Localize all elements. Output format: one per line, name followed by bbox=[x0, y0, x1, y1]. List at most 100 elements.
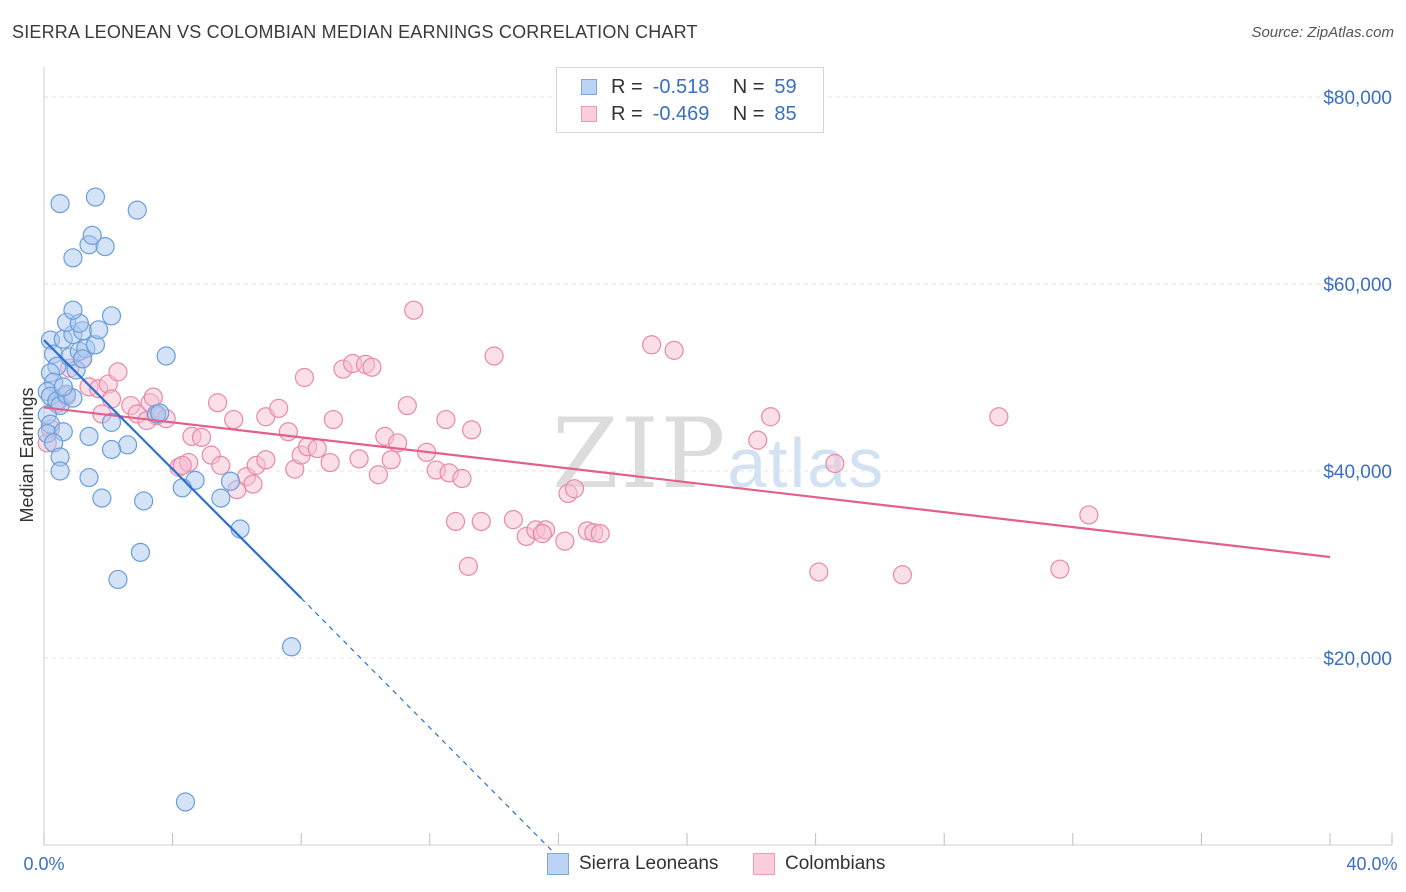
sierra-leonean-point bbox=[101, 412, 122, 432]
source-label: Source: ZipAtlas.com bbox=[1251, 24, 1394, 41]
colombian-point bbox=[760, 407, 781, 427]
sierra-leonean-point bbox=[230, 519, 250, 539]
colombian-point bbox=[809, 562, 829, 582]
colombian-point bbox=[1050, 559, 1070, 579]
sierra-leonean-point bbox=[108, 569, 128, 590]
colombian-point bbox=[208, 393, 228, 413]
sierra-leonean-point bbox=[63, 300, 83, 320]
sierra-leonean-point bbox=[134, 491, 154, 511]
sierra-leonean-point bbox=[150, 403, 170, 423]
legend-n-label: N = bbox=[732, 75, 765, 98]
grid-lines bbox=[44, 96, 1392, 659]
trend-lines bbox=[43, 339, 1331, 858]
colombian-point bbox=[452, 468, 472, 489]
x-tick-label: 40.0% bbox=[1346, 854, 1397, 874]
x-tick-label: 0.0% bbox=[23, 854, 64, 874]
sierra-leonean-point bbox=[79, 467, 99, 488]
legend-r-label: R = bbox=[611, 102, 643, 125]
sierra-leonean-point bbox=[101, 439, 122, 460]
y-axis-title: Median Earnings bbox=[17, 387, 37, 522]
colombian-point bbox=[461, 420, 482, 440]
sierra-leonean-point bbox=[156, 346, 176, 366]
sierra-leonean-point bbox=[130, 542, 151, 562]
colombian-point bbox=[381, 450, 401, 470]
colombian-point bbox=[108, 362, 128, 382]
sierra-leonean-point bbox=[101, 306, 122, 326]
colombian-point bbox=[532, 524, 552, 544]
legend-swatch-pink bbox=[581, 106, 597, 122]
y-tick-label: $40,000 bbox=[1323, 462, 1392, 483]
legend-row-sierra-leoneans: R = -0.518 N = 59 bbox=[581, 75, 797, 99]
axes bbox=[43, 67, 1393, 846]
colombian-point bbox=[642, 335, 662, 355]
colombian-point bbox=[503, 510, 523, 530]
colombian-point bbox=[555, 531, 575, 551]
colombian-point bbox=[445, 511, 466, 532]
colombian-point bbox=[397, 395, 417, 416]
legend-row-colombians: R = -0.469 N = 85 bbox=[581, 102, 797, 126]
colombian-point bbox=[892, 565, 913, 585]
correlation-legend: R = -0.518 N = 59 R = -0.469 N = 85 bbox=[556, 67, 824, 133]
legend-swatch-blue bbox=[581, 79, 597, 95]
sierra-leonean-point bbox=[172, 478, 192, 498]
colombian-point bbox=[664, 340, 684, 360]
colombian-point bbox=[1079, 505, 1099, 525]
colombian-point bbox=[590, 524, 610, 544]
colombian-point bbox=[172, 455, 192, 475]
sierra-leonean-point bbox=[50, 193, 70, 214]
bottom-legend-swatch-pink bbox=[753, 853, 775, 875]
colombian-point bbox=[211, 455, 231, 475]
y-tick-label: $20,000 bbox=[1323, 649, 1392, 670]
colombians-points bbox=[37, 300, 1099, 585]
sierra-leonean-point bbox=[82, 225, 102, 245]
legend-n-value: 85 bbox=[774, 102, 797, 125]
colombians-trend-line bbox=[43, 406, 1331, 559]
colombian-point bbox=[224, 409, 244, 430]
legend-r-label: R = bbox=[611, 75, 643, 98]
sierra-leonean-point bbox=[92, 488, 112, 508]
colombian-point bbox=[825, 453, 845, 474]
colombian-point bbox=[748, 430, 768, 450]
bottom-legend-label: Sierra Leoneans bbox=[579, 853, 719, 874]
colombian-point bbox=[269, 398, 289, 418]
sierra-leoneans-trend-extension bbox=[300, 597, 559, 858]
y-tick-label: $80,000 bbox=[1323, 88, 1392, 109]
colombian-point bbox=[458, 556, 478, 576]
sierra-leonean-point bbox=[72, 349, 93, 369]
legend-r-value: -0.518 bbox=[652, 75, 710, 98]
colombian-point bbox=[256, 450, 276, 470]
bottom-legend-label: Colombians bbox=[785, 853, 886, 874]
colombian-point bbox=[989, 407, 1009, 427]
chart-title: SIERRA LEONEAN VS COLOMBIAN MEDIAN EARNI… bbox=[12, 22, 698, 42]
y-tick-label: $60,000 bbox=[1323, 275, 1392, 296]
bottom-legend-colombians: Colombians bbox=[753, 852, 885, 876]
colombian-point bbox=[243, 474, 263, 494]
colombian-point bbox=[564, 479, 585, 499]
sierra-leonean-point bbox=[50, 461, 70, 481]
bottom-legend-swatch-blue bbox=[547, 853, 569, 875]
sierra-leonean-point bbox=[175, 792, 196, 812]
sierra-leonean-point bbox=[211, 488, 231, 508]
sierra-leonean-point bbox=[63, 248, 83, 268]
bottom-legend-sierra-leoneans: Sierra Leoneans bbox=[547, 852, 718, 876]
legend-r-value: -0.469 bbox=[652, 102, 710, 125]
colombian-point bbox=[191, 427, 212, 447]
colombian-point bbox=[349, 449, 369, 469]
sierra-leonean-point bbox=[85, 187, 106, 207]
sierra-leonean-point bbox=[281, 637, 302, 657]
colombian-point bbox=[368, 465, 388, 485]
sierra-leonean-point bbox=[53, 377, 73, 397]
colombian-point bbox=[484, 346, 504, 366]
sierra-leonean-point bbox=[79, 426, 99, 447]
colombian-point bbox=[323, 409, 343, 430]
sierra-leonean-point bbox=[220, 471, 241, 491]
sierra-leonean-point bbox=[95, 237, 115, 257]
colombian-point bbox=[307, 438, 327, 459]
colombian-point bbox=[471, 511, 491, 532]
sierra-leonean-point bbox=[127, 200, 147, 220]
colombian-point bbox=[436, 409, 456, 430]
sierra-leonean-point bbox=[89, 320, 109, 340]
colombian-point bbox=[404, 300, 424, 320]
sierra-leoneans-trend-line bbox=[43, 339, 302, 599]
legend-n-value: 59 bbox=[774, 75, 797, 98]
